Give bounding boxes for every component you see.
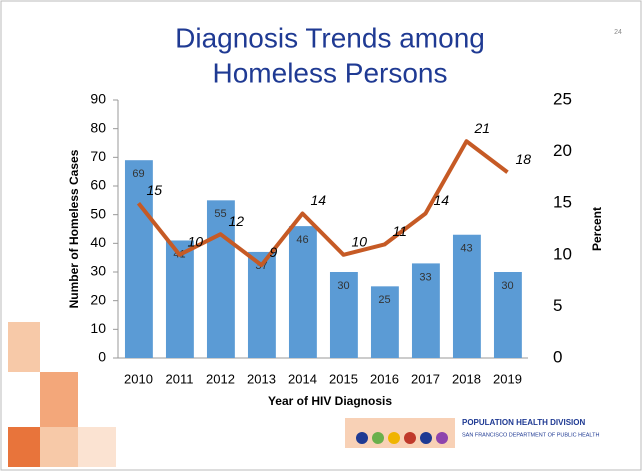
slide-number: 24 <box>614 29 622 36</box>
bar <box>247 251 276 358</box>
bar-value-label: 33 <box>419 271 431 283</box>
x-tick-label: 2019 <box>493 371 522 386</box>
y2-tick-label: 0 <box>553 347 562 366</box>
y2-tick-label: 15 <box>553 193 572 212</box>
bar <box>288 226 317 358</box>
line-value-label: 10 <box>188 234 204 250</box>
line-value-label: 9 <box>270 244 278 260</box>
y2-tick-label: 20 <box>553 141 572 160</box>
bar <box>206 200 235 358</box>
y2-tick-label: 25 <box>553 89 572 108</box>
x-tick-label: 2014 <box>288 371 317 386</box>
line-value-label: 14 <box>434 192 450 208</box>
bar <box>452 234 481 358</box>
chart-title-line: Homeless Persons <box>213 57 448 88</box>
y-tick-label: 20 <box>90 291 106 307</box>
y-tick-label: 40 <box>90 234 106 250</box>
y2-tick-label: 5 <box>553 296 562 315</box>
x-tick-label: 2010 <box>124 371 153 386</box>
line-value-label: 11 <box>393 223 408 239</box>
x-axis-label: Year of HIV Diagnosis <box>268 394 392 408</box>
bar <box>165 240 194 358</box>
y2-axis-label: Percent <box>590 207 604 251</box>
line-value-label: 12 <box>229 213 245 229</box>
line-value-label: 14 <box>311 192 327 208</box>
x-tick-label: 2011 <box>166 371 194 386</box>
x-tick-label: 2013 <box>247 371 276 386</box>
bar <box>411 263 440 358</box>
bar-value-label: 43 <box>460 243 472 255</box>
y-tick-label: 0 <box>98 349 106 365</box>
y2-tick-label: 10 <box>553 244 572 263</box>
chart-title-line: Diagnosis Trends among <box>175 22 485 53</box>
x-tick-label: 2016 <box>370 371 399 386</box>
x-tick-label: 2015 <box>329 371 358 386</box>
bar-value-label: 55 <box>214 208 226 220</box>
x-tick-label: 2018 <box>452 371 481 386</box>
bar <box>370 286 399 358</box>
bar <box>493 272 522 358</box>
bar-value-label: 30 <box>337 280 349 292</box>
y-tick-label: 80 <box>90 119 106 135</box>
line-value-label: 18 <box>516 151 532 167</box>
x-tick-label: 2012 <box>206 371 235 386</box>
y-tick-label: 90 <box>90 91 106 107</box>
bar <box>329 272 358 358</box>
line-value-label: 21 <box>474 120 491 136</box>
y-tick-label: 30 <box>90 263 106 279</box>
decoration <box>8 322 116 467</box>
y-axis-label: Number of Homeless Cases <box>67 149 81 308</box>
logo <box>345 418 455 448</box>
line-value-label: 15 <box>147 182 163 198</box>
bar <box>124 160 153 358</box>
footer-department: SAN FRANCISCO DEPARTMENT OF PUBLIC HEALT… <box>462 432 599 438</box>
bar-value-label: 46 <box>296 234 308 246</box>
bar-value-label: 30 <box>501 280 513 292</box>
y-tick-label: 50 <box>90 205 106 221</box>
x-tick-label: 2017 <box>411 371 440 386</box>
bar-value-label: 25 <box>378 294 390 306</box>
y-tick-label: 60 <box>90 177 106 193</box>
y-tick-label: 10 <box>90 320 106 336</box>
y-tick-label: 70 <box>90 148 106 164</box>
footer-division: POPULATION HEALTH DIVISION <box>462 418 585 427</box>
line <box>136 139 509 268</box>
bar-value-label: 69 <box>132 168 144 180</box>
line-value-label: 10 <box>352 234 368 250</box>
